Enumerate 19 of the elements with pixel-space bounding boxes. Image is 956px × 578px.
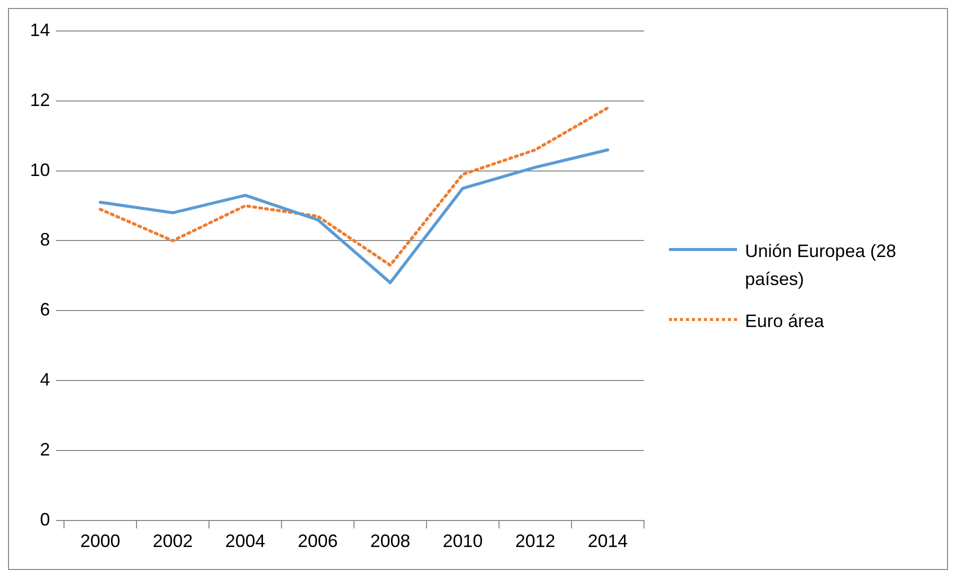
y-tick-label: 2 <box>40 439 50 460</box>
x-tick-label: 2012 <box>515 531 556 552</box>
y-tick-label: 8 <box>40 230 50 250</box>
x-tick-label: 2010 <box>442 531 483 552</box>
y-tick-label: 6 <box>40 300 50 320</box>
x-tick-label: 2014 <box>588 531 628 552</box>
y-tick-label: 0 <box>40 509 50 530</box>
x-tick-label: 2004 <box>225 531 266 552</box>
x-tick-label: 2002 <box>152 531 193 552</box>
y-tick-label: 12 <box>30 90 50 110</box>
y-tick-label: 10 <box>30 160 50 180</box>
legend-label: Unión Europea (28 países) <box>745 240 898 291</box>
y-tick-label: 14 <box>30 20 50 40</box>
y-tick-label: 4 <box>40 370 50 390</box>
x-tick-label: 2008 <box>370 531 410 552</box>
x-tick-label: 2000 <box>80 531 120 552</box>
x-tick-label: 2006 <box>298 531 338 552</box>
line-series <box>98 106 610 267</box>
legend-label: Euro área <box>745 310 826 333</box>
